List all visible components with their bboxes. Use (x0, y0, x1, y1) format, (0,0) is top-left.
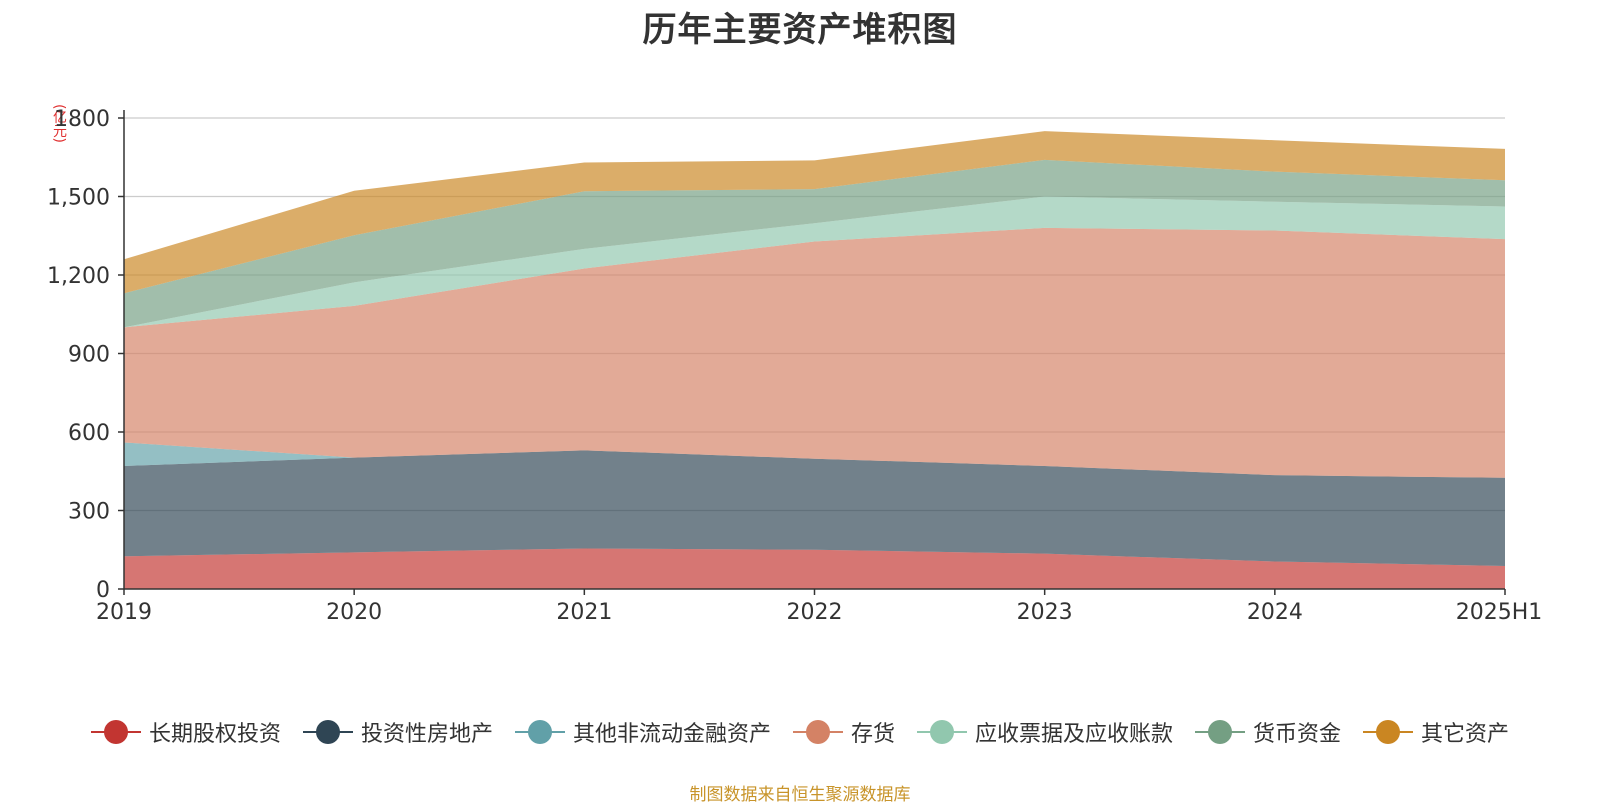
legend-marker-icon (514, 720, 565, 744)
area-series-0 (124, 548, 1505, 589)
x-tick-label-4: 2023 (1017, 600, 1073, 625)
area-series-3 (124, 227, 1505, 478)
y-axis-unit-label: (亿元) (51, 104, 67, 143)
area-series-4 (124, 196, 1505, 328)
x-tick-label-5: 2024 (1247, 600, 1303, 625)
legend-marker-icon (792, 720, 843, 744)
legend-marker-icon (1363, 720, 1414, 744)
source-note: 制图数据来自恒生聚源数据库 (689, 785, 911, 805)
legend-label: 应收票据及应收账款 (975, 722, 1174, 747)
legend-marker-icon (90, 720, 141, 744)
legend-item-5[interactable]: 货币资金 (1195, 716, 1341, 748)
chart-title: 历年主要资产堆积图 (642, 10, 958, 50)
legend-dot (805, 720, 830, 744)
x-tick-label-6: 2025H1 (1456, 600, 1543, 625)
legend-marker-icon (1195, 720, 1246, 744)
legend-dot (527, 720, 552, 744)
legend-marker-icon (917, 720, 967, 744)
legend-dot (1376, 720, 1401, 744)
area-series-1 (124, 450, 1505, 566)
legend-item-4[interactable]: 应收票据及应收账款 (917, 716, 1173, 748)
area-series-5 (124, 159, 1505, 328)
y-tick-label-2: 600 (68, 421, 110, 446)
y-tick-label-4: 1,200 (47, 264, 110, 289)
legend-label: 货币资金 (1253, 722, 1342, 747)
x-tick-label-1: 2020 (326, 600, 382, 625)
legend-label: 其他非流动金融资产 (572, 722, 771, 747)
legend-label: 其它资产 (1421, 722, 1510, 747)
x-tick-label-0: 2019 (96, 600, 152, 625)
y-tick-label-3: 900 (68, 343, 110, 368)
legend-item-6[interactable]: 其它资产 (1363, 716, 1509, 748)
legend-dot (930, 720, 954, 744)
area-series-6 (124, 131, 1505, 294)
legend-dot (315, 720, 340, 744)
y-tick-label-0: 0 (96, 578, 110, 603)
legend-label: 存货 (850, 722, 895, 747)
legend-label: 长期股权投资 (148, 722, 281, 747)
x-tick-label-3: 2022 (787, 600, 843, 625)
legend-item-2[interactable]: 其他非流动金融资产 (514, 716, 771, 748)
y-tick-label-5: 1,500 (47, 186, 110, 211)
y-tick-label-1: 300 (68, 500, 110, 525)
legend-item-0[interactable]: 长期股权投资 (90, 716, 281, 748)
legend-dot (103, 720, 128, 744)
x-tick-label-2: 2021 (556, 600, 612, 625)
legend-marker-icon (302, 720, 353, 744)
legend-label: 投资性房地产 (360, 722, 493, 747)
legend-item-1[interactable]: 投资性房地产 (302, 716, 493, 748)
legend: 长期股权投资 投资性房地产 其他非流动金融资产 存货 应收票据及应收账款 货币资金 其它资产 (0, 716, 1600, 748)
legend-item-3[interactable]: 存货 (792, 716, 895, 748)
y-tick-label-6: 1800 (54, 107, 110, 132)
legend-dot (1208, 720, 1233, 744)
stacked-area-chart: 0 300 600 900 1,200 1,500 1800 2019 2020 2021 2022… (47, 107, 1543, 625)
